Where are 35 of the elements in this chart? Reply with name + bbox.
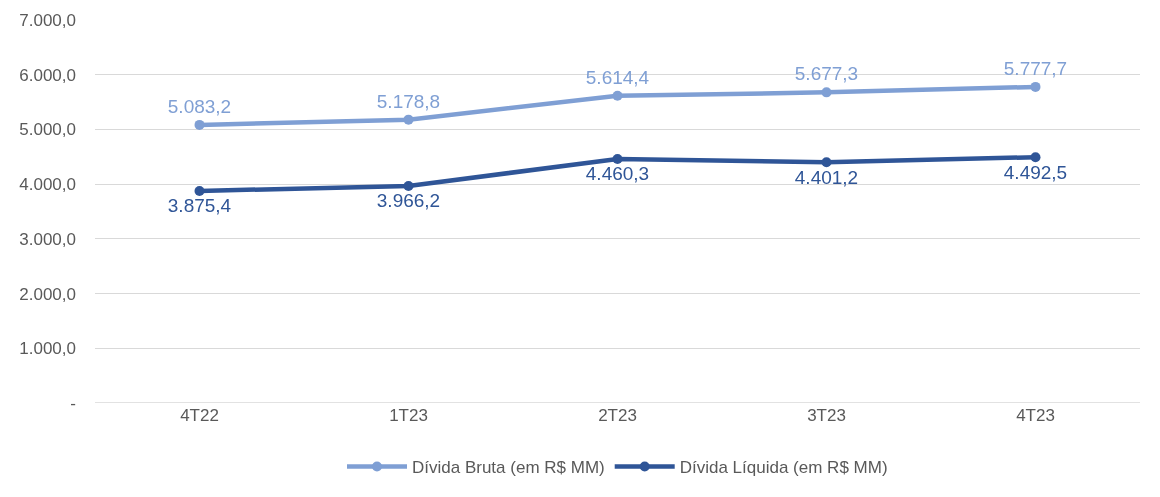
point <box>612 153 623 164</box>
x-tick-label: 4T23 <box>1016 406 1055 425</box>
x-tick-label: 1T23 <box>389 406 428 425</box>
y-tick-label: 3.000,0 <box>19 229 76 249</box>
data-label: 5.178,8 <box>376 90 441 112</box>
point <box>194 119 205 130</box>
y-tick-label: 5.000,0 <box>19 120 76 140</box>
point <box>612 90 623 101</box>
legend-label: Dívida Bruta (em R$ MM) <box>412 458 605 478</box>
data-label: 4.460,3 <box>585 163 650 185</box>
point <box>821 87 832 98</box>
x-tick-label: 4T22 <box>180 406 219 425</box>
data-label: 5.777,7 <box>1003 57 1068 79</box>
point <box>403 180 414 191</box>
y-tick-label: - <box>70 393 76 413</box>
point <box>821 157 832 168</box>
data-label: 5.083,2 <box>167 95 232 117</box>
point <box>1030 152 1041 163</box>
x-tick-label: 3T23 <box>807 406 846 425</box>
legend-label: Dívida Líquida (em R$ MM) <box>679 458 888 478</box>
point <box>194 185 205 196</box>
data-label: 5.677,3 <box>794 63 859 85</box>
y-tick-label: 2.000,0 <box>19 284 76 304</box>
y-tick-label: 1.000,0 <box>19 339 76 359</box>
data-label: 4.401,2 <box>794 166 859 188</box>
y-tick-label: 4.000,0 <box>19 175 76 195</box>
x-tick-label: 2T23 <box>598 406 637 425</box>
data-label: 5.614,4 <box>585 66 650 88</box>
point <box>1030 81 1041 92</box>
point <box>403 114 414 125</box>
y-tick-label: 7.000,0 <box>19 10 76 30</box>
y-tick-label: 6.000,0 <box>19 65 76 85</box>
data-label: 3.966,2 <box>376 190 441 212</box>
data-label: 3.875,4 <box>167 195 232 217</box>
data-label: 4.492,5 <box>1003 161 1068 183</box>
